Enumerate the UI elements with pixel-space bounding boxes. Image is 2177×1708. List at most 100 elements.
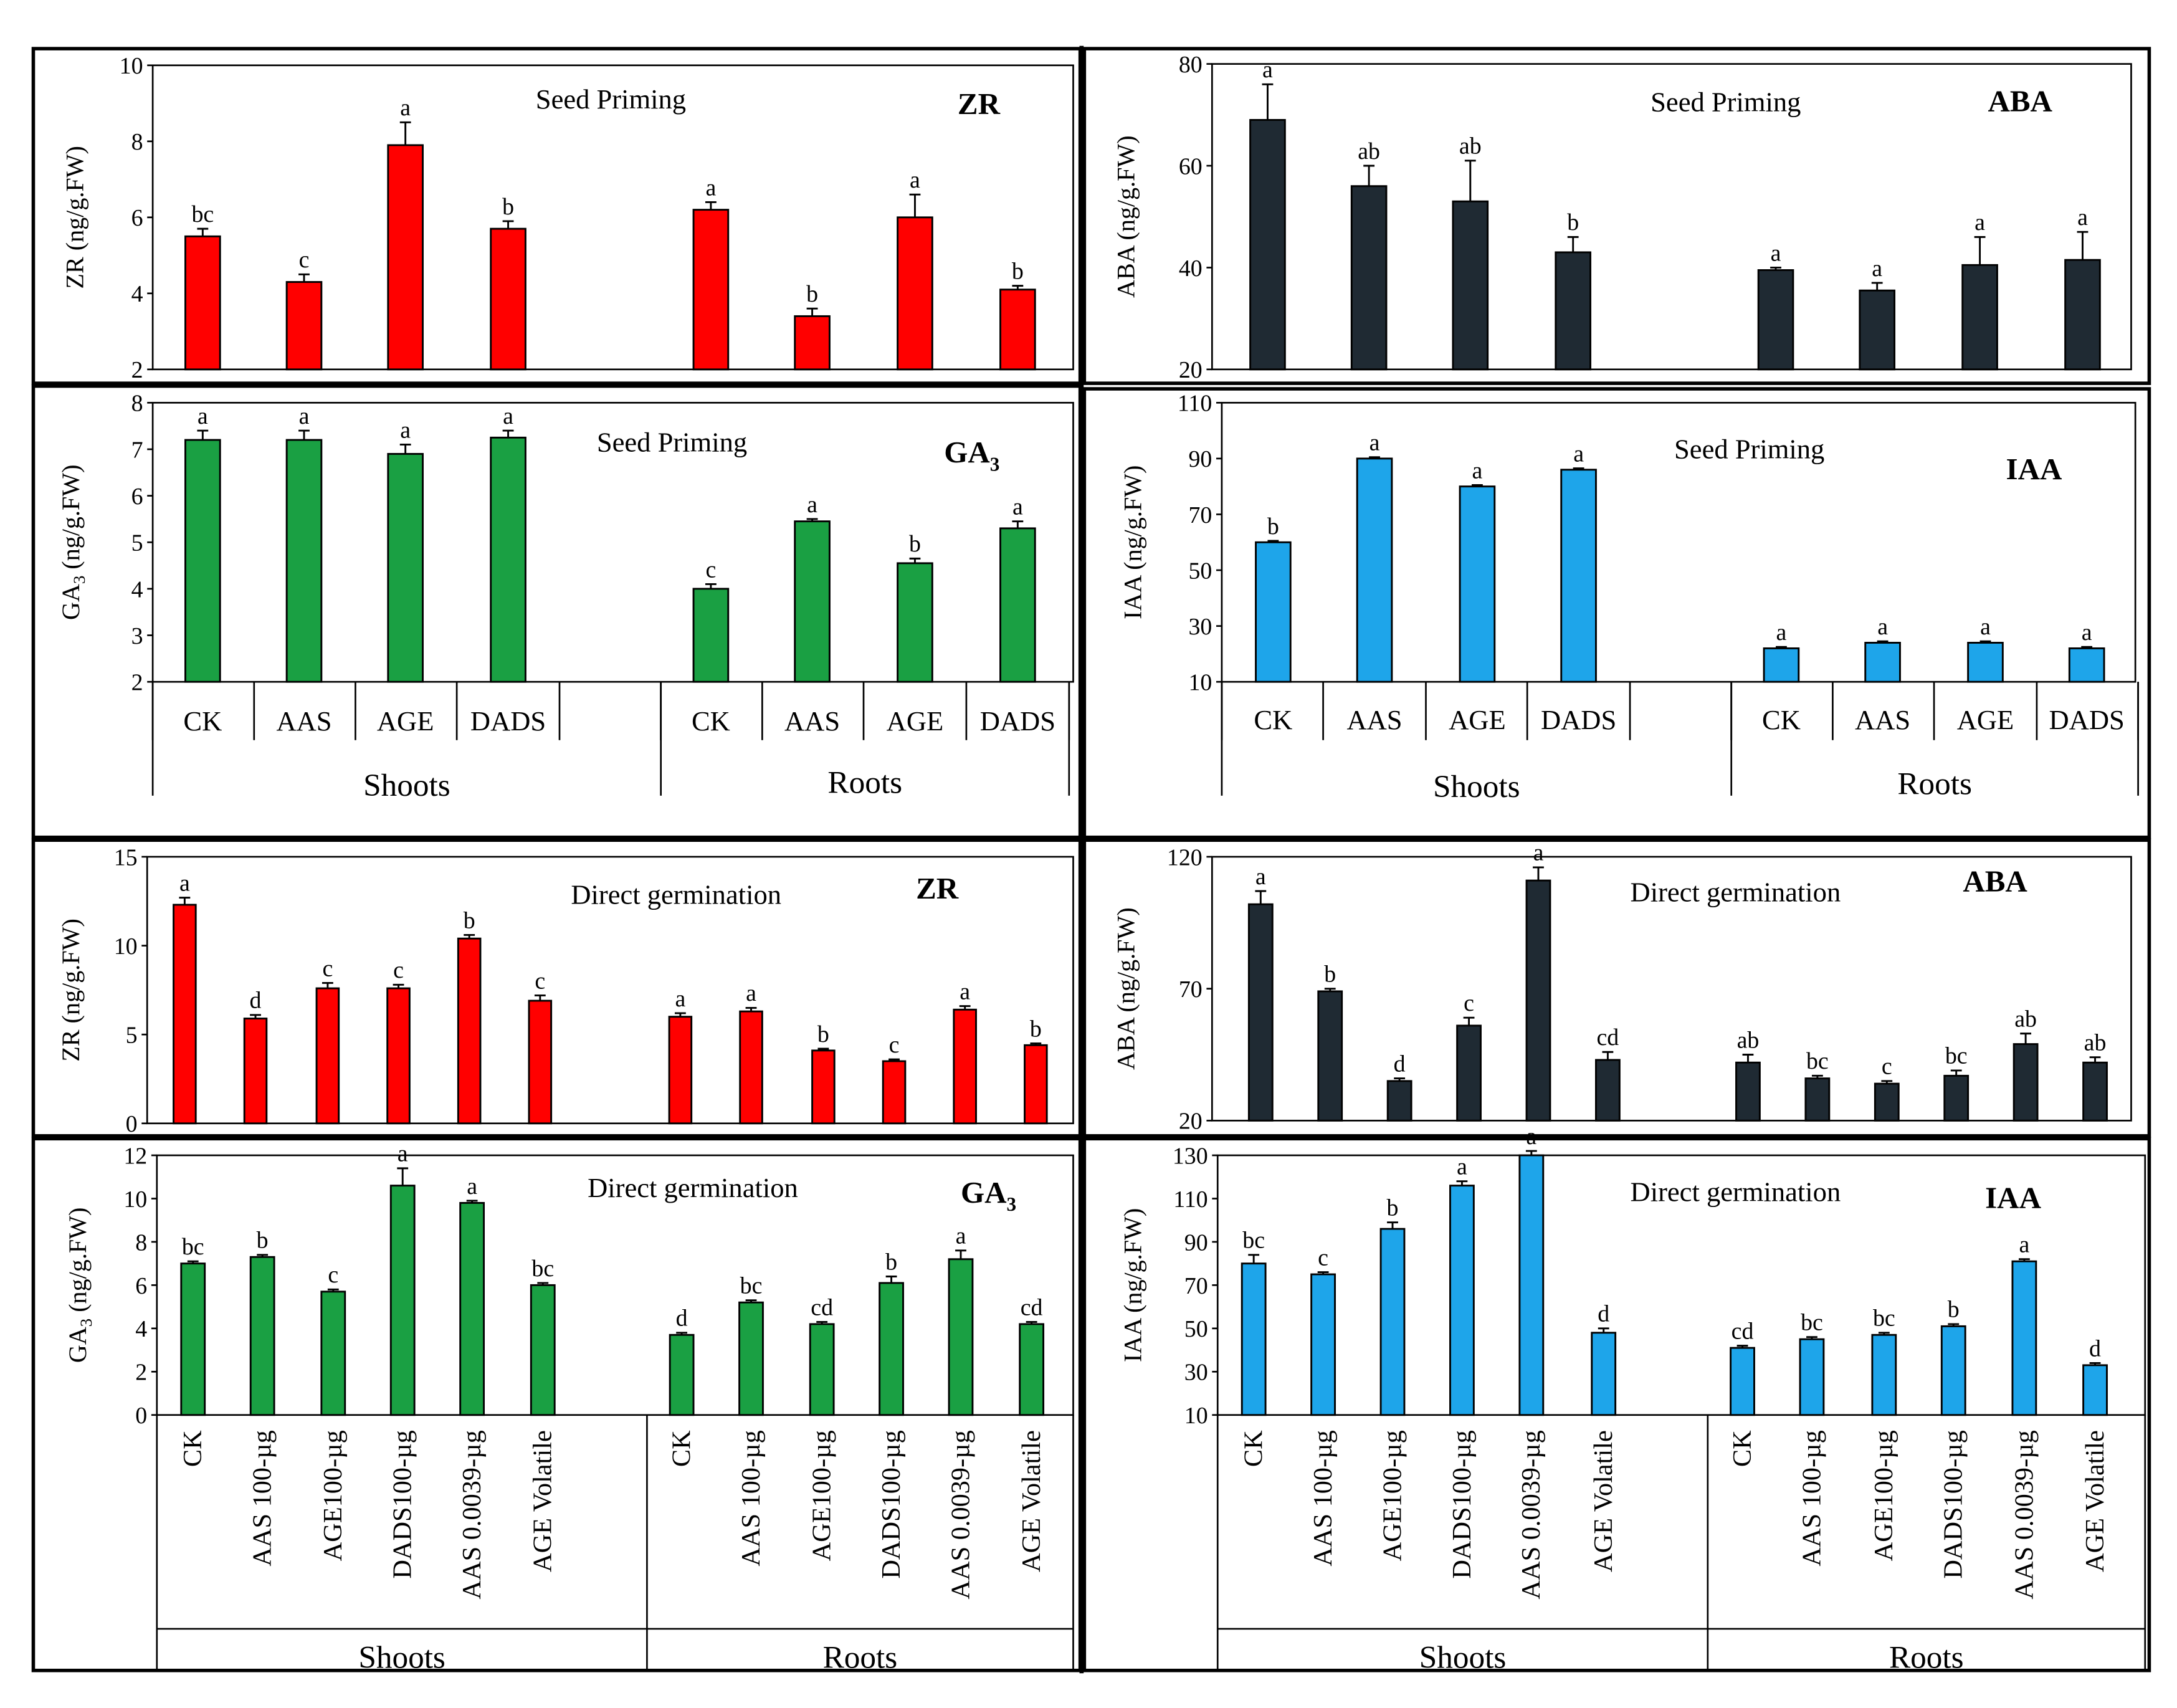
category-label: AGE <box>1957 704 2014 735</box>
bar <box>1452 200 1489 371</box>
significance-letter: b <box>885 1249 897 1275</box>
significance-letter: c <box>328 1262 338 1288</box>
bar <box>1024 1044 1048 1125</box>
bar <box>669 1333 695 1416</box>
y-tick-label: 2 <box>135 1360 147 1386</box>
y-tick-label: 0 <box>135 1403 147 1429</box>
y-tick-label: 8 <box>135 1229 147 1256</box>
bar <box>1449 1185 1475 1416</box>
bar <box>1940 1325 1966 1416</box>
significance-letter: bc <box>1801 1310 1823 1336</box>
bar <box>2064 259 2101 371</box>
bar <box>897 216 933 371</box>
bar <box>1350 185 1388 371</box>
significance-letter: b <box>806 281 818 307</box>
category-label: AAS 100-µg <box>1797 1430 1826 1566</box>
significance-letter: a <box>1975 209 1985 236</box>
bar <box>1379 1228 1406 1416</box>
significance-letter: a <box>960 978 970 1004</box>
category-label: AGE <box>1449 704 1506 735</box>
significance-letter: a <box>1526 1124 1536 1150</box>
significance-letter: a <box>1262 57 1273 83</box>
category-label: AGE <box>887 705 944 737</box>
bar <box>184 439 221 683</box>
bar <box>1356 457 1393 683</box>
significance-letter: a <box>1533 840 1544 866</box>
category-label: AAS 0.0039-µg <box>946 1430 975 1599</box>
significance-letter: ab <box>2014 1006 2037 1032</box>
y-tick-label: 130 <box>1173 1143 1208 1169</box>
significance-letter: b <box>1030 1016 1042 1042</box>
significance-letter: a <box>1472 457 1483 484</box>
significance-letter: b <box>817 1021 829 1047</box>
y-tick-label: 8 <box>131 129 143 155</box>
bar <box>1595 1059 1621 1122</box>
chart-direct-zr: 0 5 10 15 ZR (ng/g.FW) Direct germination ZR a d… <box>31 838 1082 1138</box>
category-label: CK <box>1728 1430 1757 1467</box>
bar <box>285 281 323 371</box>
significance-letter: d <box>250 988 262 1014</box>
y-tick-label: 10 <box>120 53 143 79</box>
significance-letter: a <box>400 95 411 121</box>
significance-letter: d <box>2089 1335 2101 1362</box>
category-label: AAS 0.0039-µg <box>1517 1430 1546 1599</box>
y-tick-label: 5 <box>126 1023 138 1049</box>
plot-area-border <box>1211 63 2132 371</box>
y-axis-label: ZR (ng/g.FW) <box>57 918 85 1061</box>
significance-letter: c <box>1882 1054 1892 1080</box>
bar <box>999 527 1036 683</box>
bar <box>1943 1074 1970 1122</box>
significance-letter: a <box>1255 864 1266 890</box>
y-tick-label: 2 <box>131 357 143 383</box>
significance-letter: c <box>705 556 716 583</box>
y-tick-label: 70 <box>1184 1273 1208 1299</box>
category-label: AAS 100-µg <box>736 1430 766 1566</box>
significance-letter: b <box>1948 1297 1960 1323</box>
chart-title: Seed Priming <box>1651 86 1801 117</box>
panel-frame <box>1082 1137 2151 1672</box>
bar <box>794 315 831 371</box>
bar <box>249 1256 275 1416</box>
y-axis-label: ABA (ng/g.FW) <box>1112 907 1140 1070</box>
bar <box>692 588 730 683</box>
y-tick-label: 6 <box>131 484 143 510</box>
plot-area-border <box>146 856 1074 1125</box>
y-tick-label: 110 <box>1178 391 1212 417</box>
bar <box>668 1016 693 1125</box>
significance-letter: b <box>502 194 514 220</box>
y-tick-label: 10 <box>1188 670 1212 696</box>
bar <box>387 452 424 683</box>
significance-letter: a <box>1012 494 1023 520</box>
category-label: AAS <box>1855 704 1910 735</box>
significance-letter: a <box>398 1141 408 1167</box>
y-tick-label: 12 <box>123 1143 147 1169</box>
significance-letter: a <box>299 403 310 429</box>
bar <box>1871 1333 1897 1416</box>
bar <box>490 436 526 683</box>
bar <box>386 987 411 1125</box>
hormone-label: ABA <box>1963 864 2027 899</box>
significance-letter: ab <box>1459 133 1482 160</box>
bar <box>1730 1347 1755 1416</box>
category-label: CK <box>1239 1430 1269 1467</box>
group-label-shoots: Shoots <box>1419 1639 1507 1675</box>
category-label: AAS 100-µg <box>248 1430 277 1566</box>
panel-frame <box>31 838 1082 1138</box>
significance-letter: a <box>2019 1232 2029 1258</box>
hormone-label: IAA <box>2006 452 2062 486</box>
hormone-label: ZR <box>916 871 959 905</box>
group-label-roots: Roots <box>827 765 902 800</box>
y-axis-label: IAA (ng/g.FW) <box>1119 465 1147 619</box>
bar <box>2011 1260 2037 1416</box>
significance-letter: a <box>2077 204 2088 231</box>
bar <box>1804 1077 1831 1122</box>
y-tick-label: 120 <box>1167 844 1203 871</box>
category-label: DADS <box>470 705 546 737</box>
hormone-label: GA3 <box>944 435 999 475</box>
significance-letter: bc <box>1242 1228 1265 1254</box>
panel-frame <box>1082 387 2151 839</box>
category-label: AAS 0.0039-µg <box>457 1430 487 1599</box>
category-label: AGE100-µg <box>807 1430 837 1561</box>
y-tick-label: 0 <box>126 1111 138 1137</box>
